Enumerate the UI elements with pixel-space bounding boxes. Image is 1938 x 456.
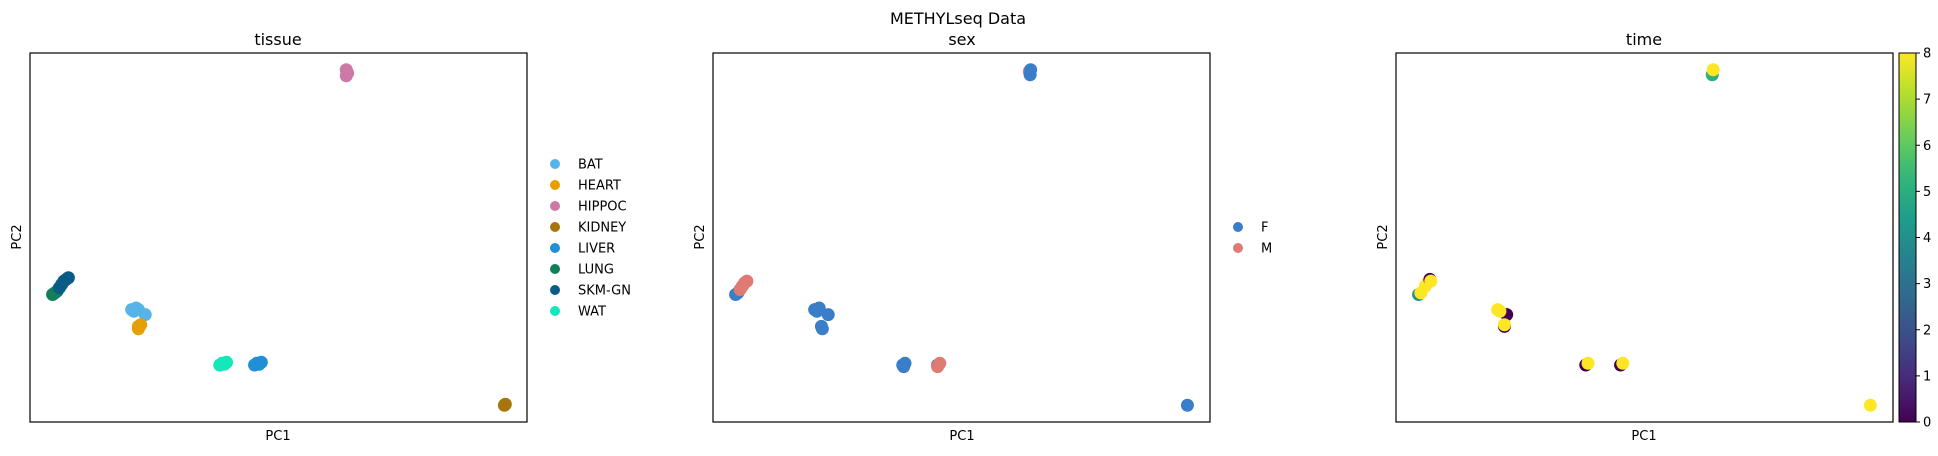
- legend-label: WAT: [578, 305, 606, 320]
- panel-tissue-xlabel: PC1: [265, 429, 290, 444]
- data-point: [61, 271, 75, 285]
- panel-time-frame: [1395, 52, 1894, 423]
- colorbar-tick-label: 8: [1923, 47, 1931, 62]
- legend-label: M: [1261, 242, 1272, 257]
- colorbar-tick-label: 0: [1923, 416, 1931, 431]
- legend-label: HIPPOC: [578, 200, 627, 215]
- legend-marker: [550, 243, 560, 253]
- panel-sex-frame: [712, 52, 1211, 423]
- panel-tissue-title: tissue: [254, 30, 301, 49]
- panel-tissue: tissue PC1 PC2 BAT HEART HIPPOC KIDNEY LIVER…: [10, 30, 631, 444]
- legend-marker: [550, 264, 560, 274]
- panel-sex-title: sex: [948, 30, 975, 49]
- data-point: [498, 397, 512, 411]
- data-point: [812, 301, 826, 315]
- data-point: [740, 274, 754, 288]
- legend-marker: [550, 159, 560, 169]
- data-point: [1581, 356, 1595, 370]
- panel-time: time PC1 PC2 0 1 2 3 4 5 6 7 8: [1376, 30, 1931, 444]
- data-point: [339, 69, 353, 83]
- data-point: [1424, 274, 1438, 288]
- panel-tissue-legend: BAT HEART HIPPOC KIDNEY LIVER LUNG SKM-GN WAT: [550, 158, 631, 320]
- legend-label: KIDNEY: [578, 221, 626, 236]
- panel-tissue-ylabel: PC2: [10, 224, 25, 249]
- legend-label: LUNG: [578, 263, 614, 278]
- data-point: [821, 308, 835, 322]
- data-point: [138, 308, 152, 322]
- colorbar: [1898, 52, 1917, 423]
- legend-label: LIVER: [578, 242, 615, 257]
- data-point: [1497, 318, 1511, 332]
- data-point: [254, 355, 268, 369]
- colorbar-ticks: 0 1 2 3 4 5 6 7 8: [1916, 47, 1931, 431]
- panel-sex-xlabel: PC1: [949, 429, 974, 444]
- panel-sex-points: [729, 63, 1194, 412]
- legend-marker: [550, 201, 560, 211]
- data-point: [815, 322, 829, 336]
- legend-marker: [550, 285, 560, 295]
- figure-suptitle: METHYLseq Data: [890, 9, 1026, 28]
- colorbar-tick-label: 6: [1923, 139, 1931, 154]
- colorbar-tick-label: 1: [1923, 369, 1931, 384]
- legend-marker: [1233, 222, 1243, 232]
- panel-tissue-points: [46, 63, 512, 412]
- legend-marker: [550, 180, 560, 190]
- colorbar-tick-label: 2: [1923, 323, 1931, 338]
- legend-label: F: [1261, 221, 1268, 236]
- panel-sex-legend: FM: [1233, 221, 1272, 257]
- legend-marker: [550, 306, 560, 316]
- panel-time-xlabel: PC1: [1631, 429, 1656, 444]
- data-point: [1863, 398, 1877, 412]
- colorbar-tick-label: 4: [1923, 231, 1931, 246]
- data-point: [220, 355, 234, 369]
- panel-time-points: [1412, 63, 1877, 412]
- legend-marker: [1233, 243, 1243, 253]
- data-point: [1180, 398, 1194, 412]
- data-point: [1024, 63, 1038, 77]
- panel-time-ylabel: PC2: [1376, 224, 1391, 249]
- legend-label: SKM-GN: [578, 284, 631, 299]
- panel-sex: sex PC1 PC2 FM: [693, 30, 1272, 444]
- data-point: [1706, 63, 1720, 77]
- colorbar-tick-label: 3: [1923, 277, 1931, 292]
- panel-time-title: time: [1626, 30, 1662, 49]
- data-point: [897, 360, 911, 374]
- colorbar-tick-label: 5: [1923, 185, 1931, 200]
- data-point: [1616, 356, 1630, 370]
- panel-sex-ylabel: PC2: [693, 224, 708, 249]
- colorbar-tick-label: 7: [1923, 93, 1931, 108]
- data-point: [1493, 304, 1507, 318]
- legend-marker: [550, 222, 560, 232]
- legend-label: HEART: [578, 179, 621, 194]
- data-point: [931, 360, 945, 374]
- data-point: [131, 322, 145, 336]
- panel-tissue-frame: [29, 52, 528, 423]
- legend-label: BAT: [578, 158, 603, 173]
